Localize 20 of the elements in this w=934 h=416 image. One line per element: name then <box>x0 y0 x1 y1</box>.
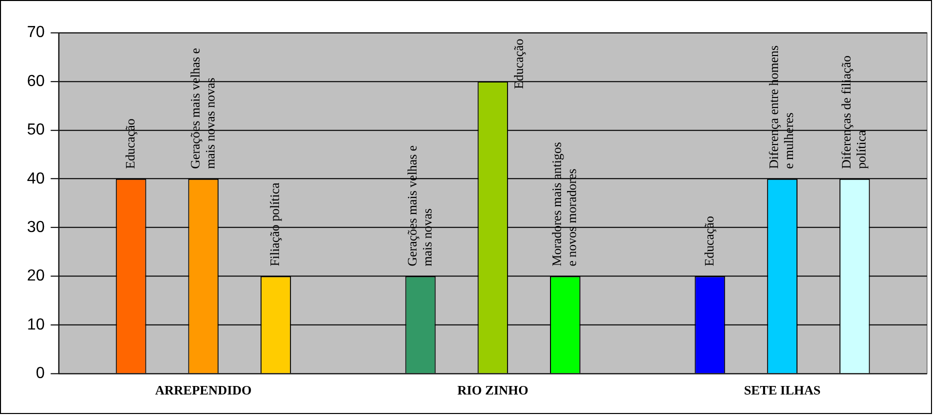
text: Educação <box>122 118 138 169</box>
y-tick-label: 30 <box>26 218 45 236</box>
y-tick-label: 60 <box>26 72 45 90</box>
text: Gerações mais velhas e mais novas <box>404 145 434 266</box>
text: Filiação política <box>267 182 282 266</box>
x-tick-label: ARREPENDIDO <box>155 382 252 398</box>
y-tick-label: 70 <box>26 24 45 42</box>
y-tick-label: 0 <box>36 364 45 382</box>
y-tick-label: 10 <box>26 316 45 334</box>
text: Gerações mais velhas e mais novas novas <box>187 48 218 169</box>
text: Educação <box>510 38 526 90</box>
y-tick-label: 40 <box>26 170 45 188</box>
y-tick-label: 50 <box>26 122 45 139</box>
text: Moradores mais antigos e novos moradores <box>549 142 580 266</box>
text: Diferença entre homens e mulheres <box>766 46 796 169</box>
text: Educação <box>701 216 716 266</box>
x-tick-label: SETE ILHAS <box>744 382 821 398</box>
y-tick-label: 20 <box>26 268 45 285</box>
x-tick-label: RIO ZINHO <box>457 382 528 398</box>
text: Diferenças de filiação política <box>838 56 869 169</box>
